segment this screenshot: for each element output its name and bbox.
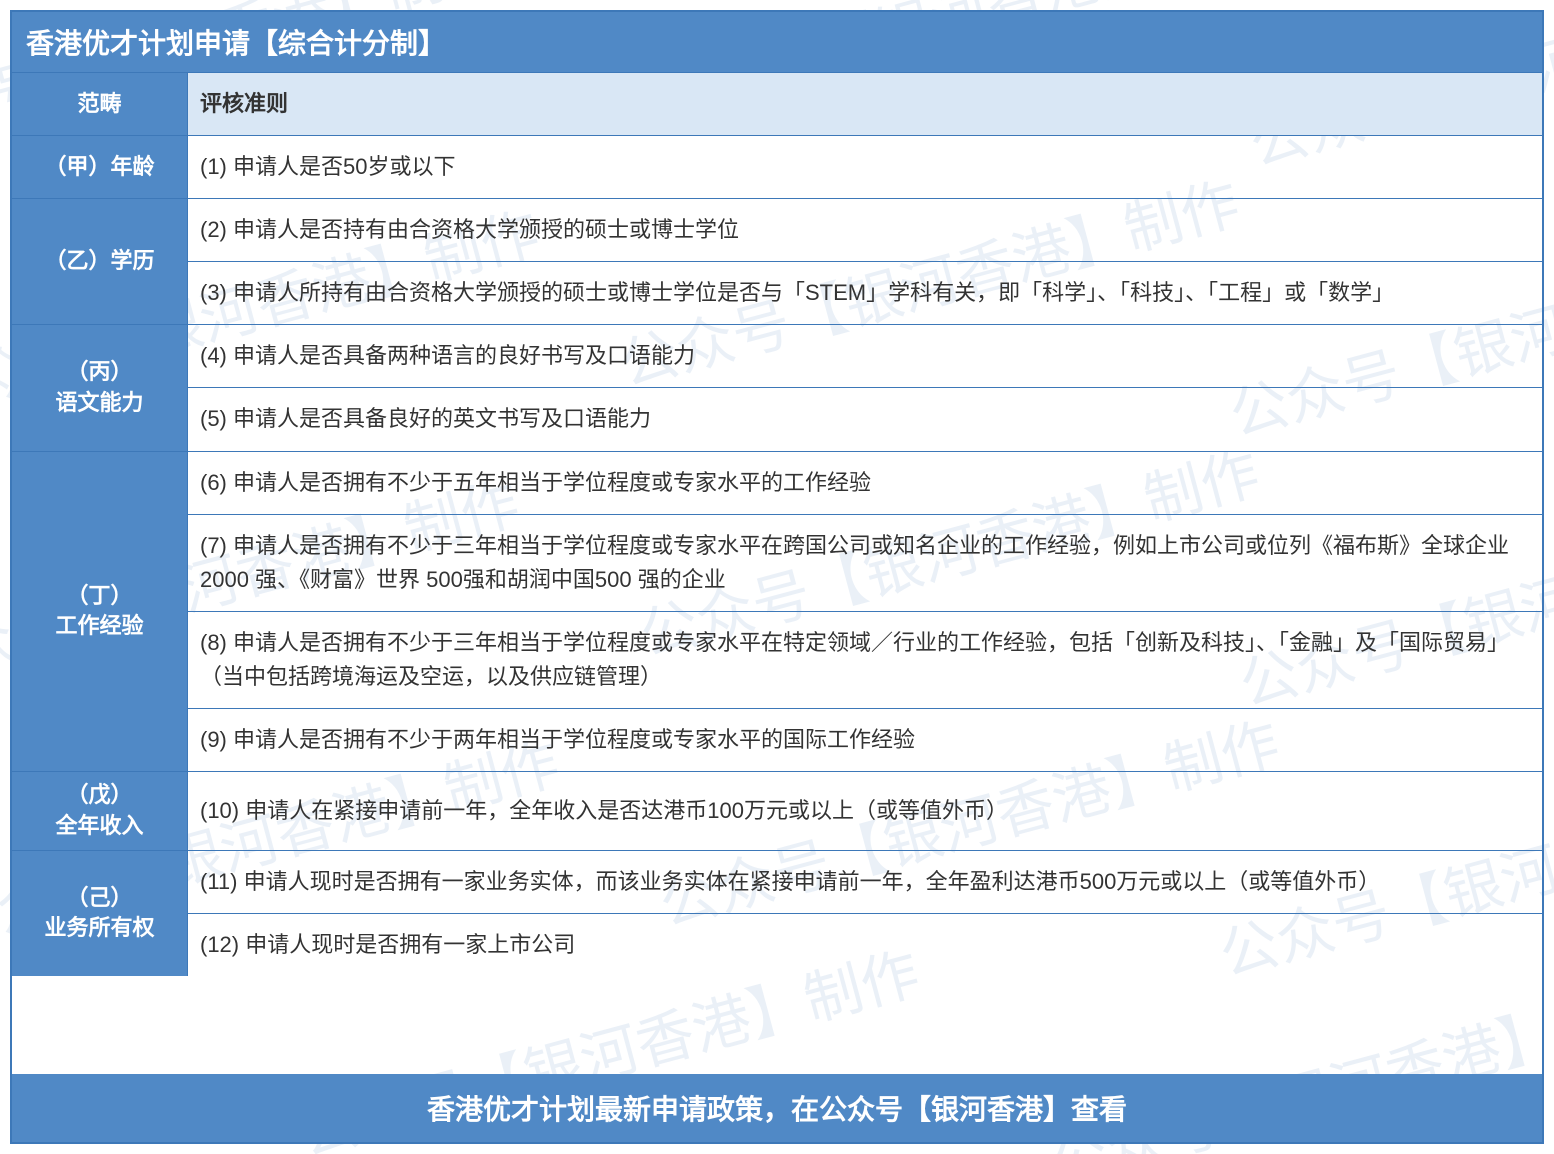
criteria-cell: (2) 申请人是否持有由合资格大学颁授的硕士或博士学位 (188, 198, 1542, 261)
category-cell: （戊） 全年收入 (12, 771, 188, 850)
footer-bar: 香港优才计划最新申请政策，在公众号【银河香港】查看 (12, 1074, 1542, 1142)
title-bar: 香港优才计划申请【综合计分制】 (12, 12, 1542, 72)
criteria-cell: (11) 申请人现时是否拥有一家业务实体，而该业务实体在紧接申请前一年，全年盈利… (188, 850, 1542, 913)
table-row: （丙） 语文能力(4) 申请人是否具备两种语言的良好书写及口语能力(5) 申请人… (12, 324, 1542, 450)
table-row: （甲）年龄(1) 申请人是否50岁或以下 (12, 135, 1542, 198)
document-container: 香港优才计划申请【综合计分制】 范畴 评核准则 （甲）年龄(1) 申请人是否50… (10, 10, 1544, 1144)
table-row: （己） 业务所有权(11) 申请人现时是否拥有一家业务实体，而该业务实体在紧接申… (12, 850, 1542, 976)
criteria-cell: (8) 申请人是否拥有不少于三年相当于学位程度或专家水平在特定领域／行业的工作经… (188, 611, 1542, 708)
category-cell: （丙） 语文能力 (12, 324, 188, 450)
table-header-row: 范畴 评核准则 (12, 72, 1542, 135)
category-cell: （乙）学历 (12, 198, 188, 324)
criteria-cell: (4) 申请人是否具备两种语言的良好书写及口语能力 (188, 324, 1542, 387)
criteria-cell: (6) 申请人是否拥有不少于五年相当于学位程度或专家水平的工作经验 (188, 451, 1542, 514)
category-cell: （己） 业务所有权 (12, 850, 188, 976)
criteria-cell: (12) 申请人现时是否拥有一家上市公司 (188, 913, 1542, 976)
category-cell: （甲）年龄 (12, 135, 188, 198)
header-category: 范畴 (12, 72, 188, 135)
criteria-table: 范畴 评核准则 （甲）年龄(1) 申请人是否50岁或以下（乙）学历(2) 申请人… (12, 72, 1542, 1074)
criteria-group: (4) 申请人是否具备两种语言的良好书写及口语能力(5) 申请人是否具备良好的英… (188, 324, 1542, 450)
header-criteria: 评核准则 (188, 72, 1542, 135)
criteria-group: (10) 申请人在紧接申请前一年，全年收入是否达港币100万元或以上（或等值外币… (188, 771, 1542, 850)
criteria-group: (2) 申请人是否持有由合资格大学颁授的硕士或博士学位(3) 申请人所持有由合资… (188, 198, 1542, 324)
criteria-cell: (10) 申请人在紧接申请前一年，全年收入是否达港币100万元或以上（或等值外币… (188, 771, 1542, 850)
criteria-cell: (7) 申请人是否拥有不少于三年相当于学位程度或专家水平在跨国公司或知名企业的工… (188, 514, 1542, 611)
criteria-cell: (1) 申请人是否50岁或以下 (188, 135, 1542, 198)
criteria-group: (6) 申请人是否拥有不少于五年相当于学位程度或专家水平的工作经验(7) 申请人… (188, 451, 1542, 772)
criteria-cell: (9) 申请人是否拥有不少于两年相当于学位程度或专家水平的国际工作经验 (188, 708, 1542, 771)
criteria-group: (11) 申请人现时是否拥有一家业务实体，而该业务实体在紧接申请前一年，全年盈利… (188, 850, 1542, 976)
table-row: （戊） 全年收入(10) 申请人在紧接申请前一年，全年收入是否达港币100万元或… (12, 771, 1542, 850)
table-row: （丁） 工作经验(6) 申请人是否拥有不少于五年相当于学位程度或专家水平的工作经… (12, 451, 1542, 772)
category-cell: （丁） 工作经验 (12, 451, 188, 772)
criteria-group: (1) 申请人是否50岁或以下 (188, 135, 1542, 198)
table-row: （乙）学历(2) 申请人是否持有由合资格大学颁授的硕士或博士学位(3) 申请人所… (12, 198, 1542, 324)
criteria-cell: (3) 申请人所持有由合资格大学颁授的硕士或博士学位是否与「STEM」学科有关，… (188, 261, 1542, 324)
criteria-cell: (5) 申请人是否具备良好的英文书写及口语能力 (188, 387, 1542, 450)
